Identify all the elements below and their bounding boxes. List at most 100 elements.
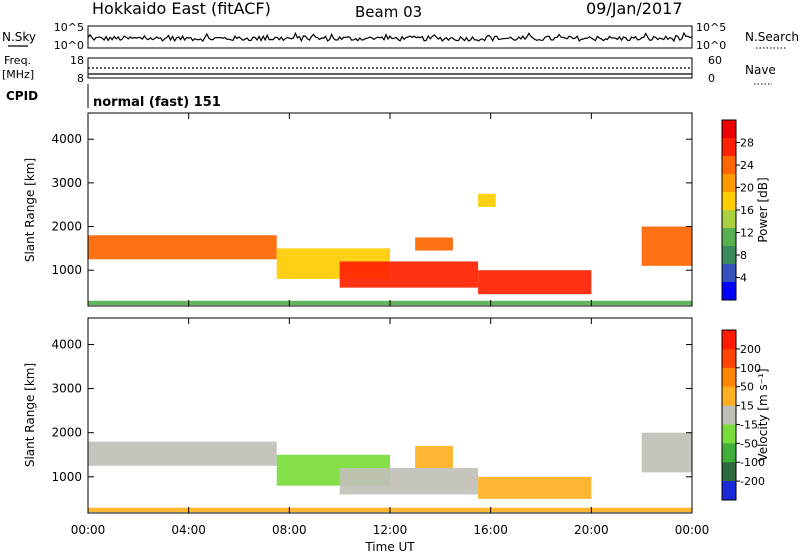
echo-cell (478, 270, 592, 295)
y-tick-label: 4000 (51, 132, 82, 146)
colorbar-segment (722, 424, 736, 444)
colorbar-segment (722, 282, 736, 301)
colorbar-tick-label: 16 (740, 204, 754, 217)
y-tick-label: 2000 (51, 426, 82, 440)
echo-region (415, 445, 453, 468)
colorbar-tick-label: 12 (740, 227, 754, 240)
x-tick-label: 20:00 (574, 523, 609, 537)
colorbar-tick-label: 4 (740, 272, 747, 285)
colorbar-tick-label: 200 (740, 343, 761, 356)
colorbar-tick-label: 50 (740, 381, 754, 394)
colorbar-segment (722, 120, 736, 139)
freq-tick-top: 18 (70, 54, 84, 67)
echo-cell (415, 445, 453, 468)
nsky-panel: N.Sky 10^5 10^0 10^5 10^0 N.Search (2, 21, 799, 52)
colorbar-tick-label: -100 (740, 456, 765, 469)
nsky-tick-top: 10^5 (54, 21, 84, 34)
power-y-axis-label: Slant Range [km] (23, 158, 37, 262)
echo-region (88, 441, 277, 466)
echo-region (478, 193, 496, 207)
colorbar-tick-label: 24 (740, 159, 754, 172)
colorbar-segment (722, 174, 736, 193)
colorbar-segment (722, 264, 736, 283)
cpid-value: normal (fast) 151 (93, 95, 221, 110)
y-tick-label: 3000 (51, 382, 82, 396)
echo-region (478, 476, 592, 499)
colorbar-tick-label: 100 (740, 362, 761, 375)
nsky-trace (87, 31, 693, 43)
echo-region (339, 468, 479, 495)
x-tick-label: 00:00 (675, 523, 710, 537)
colorbar-tick-label: -200 (740, 475, 765, 488)
colorbar-tick-label: -15 (740, 418, 758, 431)
colorbar-segment (722, 246, 736, 265)
echo-region (415, 237, 453, 251)
beam-title: Beam 03 (355, 3, 422, 21)
nsearch-tick-top: 10^5 (696, 21, 726, 34)
colorbar-segment (722, 138, 736, 157)
station-title: Hokkaido East (fitACF) (92, 0, 271, 18)
colorbar-tick-label: 20 (740, 182, 754, 195)
echo-cell (641, 432, 692, 473)
echo-region (88, 235, 277, 260)
velocity-y-axis-label: Slant Range [km] (23, 363, 37, 467)
velocity-panel: 1000 2000 3000 4000 Slant Range [km] 200 100… (23, 317, 770, 514)
echo-cell (88, 235, 277, 260)
echo-cell (478, 476, 592, 499)
echo-cell (339, 468, 479, 495)
x-tick-label: 12:00 (373, 523, 408, 537)
time-axis: 00:00 04:00 08:00 12:00 16:00 20:00 00:00 (71, 113, 710, 537)
colorbar-segment (722, 462, 736, 482)
echo-cell (415, 237, 453, 251)
velocity-colorbar-label: Velocity [m s⁻¹] (756, 368, 770, 461)
colorbar-frame (721, 329, 737, 501)
echo-region (339, 261, 479, 288)
x-tick-label: 08:00 (272, 523, 307, 537)
nsky-tick-bottom: 10^0 (54, 39, 84, 52)
freq-panel: Freq. [MHz] 18 8 60 0 Nave (2, 54, 776, 85)
y-tick-label: 2000 (51, 220, 82, 234)
colorbar-tick-label: 8 (740, 249, 747, 262)
power-heatmap (88, 193, 692, 306)
nsearch-label: N.Search (745, 30, 799, 44)
colorbar-tick-label: 28 (740, 137, 754, 150)
echo-region (478, 270, 592, 295)
power-panel: 1000 2000 3000 4000 Slant Range [km] 4 8 12 16… (23, 112, 770, 307)
y-tick-label: 1000 (51, 470, 82, 484)
colorbar-segment (722, 330, 736, 350)
echo-cell (641, 226, 692, 266)
echo-cell (478, 193, 496, 207)
colorbar-tick-label: -50 (740, 437, 758, 450)
x-axis-label: Time UT (364, 540, 415, 554)
x-tick-label: 16:00 (473, 523, 508, 537)
date-title: 09/Jan/2017 (586, 0, 683, 18)
colorbar-segment (722, 405, 736, 425)
freq-unit-label: [MHz] (2, 68, 34, 81)
nsearch-tick-bottom: 10^0 (696, 39, 726, 52)
colorbar-segment (722, 481, 736, 501)
y-tick-label: 1000 (51, 263, 82, 277)
nave-tick-top: 60 (708, 54, 722, 67)
nave-tick-bottom: 0 (708, 72, 715, 85)
nave-label: Nave (745, 63, 776, 77)
x-tick-label: 00:00 (71, 523, 106, 537)
colorbar-tick-label: 15 (740, 400, 754, 413)
colorbar-segment (722, 156, 736, 175)
echo-region (641, 226, 692, 266)
cpid-panel: CPID normal (fast) 151 (6, 84, 221, 110)
colorbar-segment (722, 386, 736, 407)
echo-cell (88, 441, 277, 466)
power-y-ticks: 1000 2000 3000 4000 (51, 132, 692, 277)
echo-region (641, 432, 692, 473)
power-colorbar: 4 8 12 16 20 24 28 (721, 119, 754, 301)
power-colorbar-label: Power [dB] (756, 177, 770, 242)
freq-label: Freq. (4, 54, 31, 67)
colorbar-segment (722, 348, 736, 369)
y-tick-label: 3000 (51, 176, 82, 190)
colorbar-segment (722, 210, 736, 229)
colorbar-segment (722, 228, 736, 247)
x-tick-label: 04:00 (171, 523, 206, 537)
velocity-y-ticks: 1000 2000 3000 4000 (51, 337, 692, 484)
velocity-heatmap (88, 432, 692, 513)
